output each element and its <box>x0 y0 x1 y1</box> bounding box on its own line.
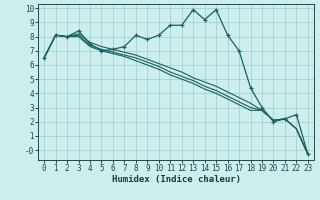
X-axis label: Humidex (Indice chaleur): Humidex (Indice chaleur) <box>111 175 241 184</box>
